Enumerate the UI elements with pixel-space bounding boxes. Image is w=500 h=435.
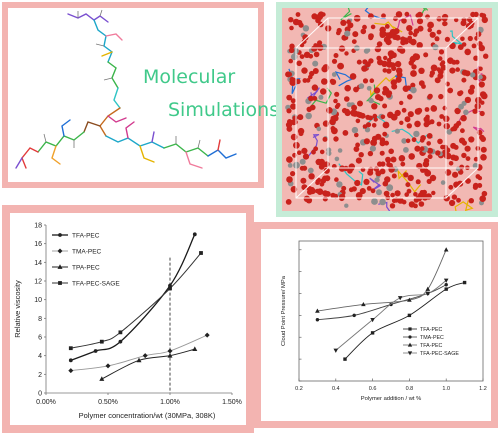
x-tick-label: 0.8 bbox=[406, 386, 414, 392]
data-point-0 bbox=[68, 358, 73, 363]
data-point-1 bbox=[204, 332, 210, 338]
data-point-0 bbox=[118, 339, 123, 344]
x-tick-label: 1.2 bbox=[479, 386, 487, 392]
data-point-2 bbox=[361, 301, 366, 307]
cloud-point-chart-panel: 0.2 0.4 0.6 0.8 1.0 1.2 Polymer addition / wt … bbox=[254, 222, 498, 428]
data-point-1 bbox=[105, 363, 111, 369]
molecular-title-line2: Simulations bbox=[168, 99, 280, 121]
molecular-title-line1: Molecular bbox=[143, 66, 236, 88]
legend-marker-1 bbox=[57, 248, 63, 254]
data-point-2 bbox=[167, 352, 173, 358]
x-tick-label: 1.50% bbox=[222, 399, 242, 406]
simulation-box-panel bbox=[276, 2, 498, 217]
x-tick-label: 1.00% bbox=[160, 399, 180, 406]
data-point-3 bbox=[443, 278, 449, 283]
legend-marker-2 bbox=[57, 264, 63, 269]
molecule-structure-graphic bbox=[15, 9, 237, 169]
data-point-0 bbox=[192, 232, 197, 237]
data-point-2 bbox=[192, 346, 198, 352]
data-point-3 bbox=[99, 339, 104, 344]
y-tick-label: 18 bbox=[34, 223, 42, 230]
legend-label-1: TMA-PEC bbox=[72, 249, 102, 256]
data-point-1 bbox=[315, 318, 320, 322]
data-point-0 bbox=[343, 357, 347, 361]
data-point-0 bbox=[370, 331, 375, 335]
x-axis-label: Polymer addition / wt % bbox=[361, 396, 422, 402]
data-point-0 bbox=[407, 313, 412, 318]
legend-marker-3 bbox=[58, 281, 62, 285]
legend-label-2: TFA-PEC bbox=[420, 343, 443, 349]
cloud-point-chart: 0.2 0.4 0.6 0.8 1.0 1.2 Polymer addition / wt … bbox=[281, 240, 487, 402]
plot-frame bbox=[298, 240, 484, 382]
data-point-3 bbox=[168, 286, 172, 291]
x-axis-label: Polymer concentration/wt (30MPa, 308K) bbox=[79, 411, 216, 420]
legend-marker-1 bbox=[408, 335, 412, 339]
legend-label-2: TPA-PEC bbox=[72, 265, 100, 272]
y-tick-label: 8 bbox=[38, 316, 42, 323]
data-point-3 bbox=[333, 348, 339, 353]
y-tick-label: 12 bbox=[34, 279, 42, 286]
viscosity-chart-panel: 0 2 4 6 8 10 12 14 16 18 0.00% 0.50% 1.00% 1.50% Relat… bbox=[2, 205, 254, 433]
y-tick-label: 6 bbox=[38, 335, 42, 342]
data-point-2 bbox=[407, 297, 412, 302]
y-axis-label: Cloud Point Pressure/ MPa bbox=[281, 275, 287, 346]
legend-marker-0 bbox=[58, 233, 62, 237]
molecular-panel: Molecular Simulations bbox=[2, 2, 279, 188]
data-point-3 bbox=[199, 251, 203, 255]
data-point-3 bbox=[370, 318, 375, 323]
legend-marker-0 bbox=[408, 327, 412, 331]
simulation-box-graphic bbox=[285, 8, 489, 211]
y-tick-label: 10 bbox=[34, 297, 42, 304]
series-line-2 bbox=[317, 249, 447, 312]
x-tick-label: 1.0 bbox=[442, 386, 450, 392]
data-point-1 bbox=[142, 353, 148, 359]
legend-label-3: TFA-PEC-SAGE bbox=[72, 281, 120, 288]
data-point-1 bbox=[167, 348, 173, 354]
y-tick-label: 2 bbox=[38, 372, 42, 379]
y-axis-label: Relative viscosity bbox=[13, 280, 22, 338]
y-tick-label: 0 bbox=[38, 391, 42, 398]
legend-label-3: TFA-PEC-SAGE bbox=[420, 351, 459, 357]
data-point-2 bbox=[136, 357, 142, 363]
y-tick-label: 16 bbox=[34, 241, 42, 248]
viscosity-chart: 0 2 4 6 8 10 12 14 16 18 0.00% 0.50% 1.00% 1.50% Relat… bbox=[13, 223, 242, 421]
data-point-3 bbox=[118, 330, 123, 335]
legend-marker-3 bbox=[407, 351, 413, 356]
data-point-3 bbox=[397, 296, 403, 301]
y-tick-label: 4 bbox=[38, 353, 42, 360]
series-line-0 bbox=[344, 282, 465, 360]
data-point-2 bbox=[443, 247, 449, 252]
legend-label-1: TMA-PEC bbox=[420, 335, 444, 341]
data-point-0 bbox=[93, 349, 98, 353]
x-tick-label: 0.50% bbox=[98, 399, 118, 406]
x-tick-label: 0.6 bbox=[369, 386, 377, 392]
data-point-3 bbox=[425, 291, 431, 296]
legend-label-0: TFA-PEC bbox=[72, 233, 100, 240]
series-line-2 bbox=[101, 348, 195, 380]
data-point-0 bbox=[462, 280, 467, 285]
data-point-1 bbox=[352, 313, 356, 318]
x-tick-label: 0.2 bbox=[295, 386, 303, 392]
simulation-cell-outline bbox=[295, 17, 479, 199]
data-point-2 bbox=[425, 286, 431, 291]
y-tick-label: 14 bbox=[34, 260, 42, 267]
legend-marker-2 bbox=[407, 342, 413, 347]
data-point-2 bbox=[315, 308, 320, 313]
x-tick-label: 0.4 bbox=[332, 386, 340, 392]
data-point-0 bbox=[444, 287, 448, 291]
legend-label-0: TFA-PEC bbox=[420, 327, 443, 333]
data-point-3 bbox=[68, 346, 73, 351]
x-tick-label: 0.00% bbox=[36, 399, 56, 406]
data-point-2 bbox=[99, 376, 105, 381]
data-point-1 bbox=[68, 368, 74, 374]
data-point-1 bbox=[444, 283, 448, 287]
